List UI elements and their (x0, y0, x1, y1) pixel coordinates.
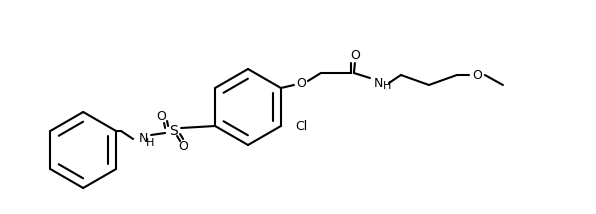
Text: O: O (350, 49, 360, 61)
Text: H: H (383, 81, 391, 91)
Text: O: O (178, 141, 188, 153)
Text: O: O (156, 110, 166, 122)
Text: Cl: Cl (295, 119, 307, 132)
Text: N: N (374, 76, 384, 89)
Text: S: S (169, 124, 178, 138)
Text: H: H (146, 138, 154, 148)
Text: N: N (138, 132, 148, 146)
Text: O: O (472, 68, 482, 82)
Text: O: O (296, 76, 306, 89)
